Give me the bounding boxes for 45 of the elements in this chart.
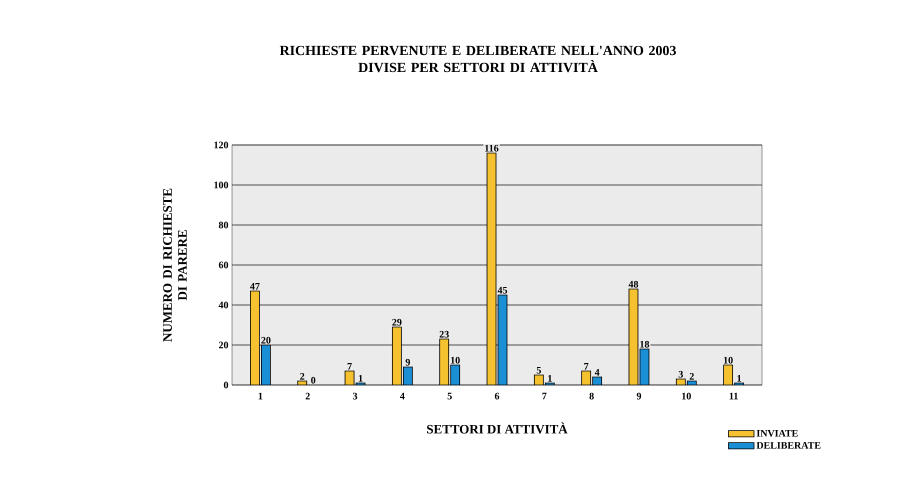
x-tick-label: 2 [306, 392, 310, 400]
x-tick-label: 7 [542, 392, 547, 400]
x-tick-label: 3 [352, 392, 358, 400]
y-tick-label: 20 [218, 342, 228, 348]
y-tick-label: 40 [218, 302, 228, 308]
data-label: 20 [261, 336, 271, 344]
data-label: 2 [300, 372, 304, 380]
y-tick-label: 0 [224, 382, 228, 388]
y-tick-label: 120 [214, 142, 228, 148]
data-label: 4 [594, 369, 600, 376]
x-tick-label: 9 [636, 392, 642, 400]
x-tick-label: 5 [448, 392, 452, 400]
y-tick-label: 80 [218, 222, 228, 228]
data-label: 3 [678, 370, 683, 378]
x-tick-label: 4 [400, 392, 405, 400]
data-label: 10 [724, 356, 733, 364]
y-tick-label: 60 [218, 262, 228, 268]
x-tick-label: 11 [730, 392, 738, 400]
data-label: 2 [690, 372, 694, 380]
data-label: 10 [451, 356, 460, 364]
data-label: 1 [737, 375, 742, 382]
x-tick-label: 8 [589, 392, 594, 400]
data-label: 7 [348, 363, 352, 370]
data-label: 45 [498, 286, 508, 294]
data-label: 116 [485, 144, 498, 152]
x-tick-label: 10 [682, 392, 691, 400]
data-label: 5 [536, 366, 541, 374]
data-label: 7 [584, 363, 588, 370]
data-label: 1 [358, 375, 363, 382]
data-label: 47 [250, 283, 260, 290]
data-label: 1 [548, 375, 552, 382]
legend-label: INVIATE [756, 430, 798, 437]
chart-title: RICHIESTE PERVENUTE E DELIBERATE NELL'ANNO 2003 DIVISE PER SETTORI DI ATTIVITÀ [280, 46, 676, 72]
data-label: 0 [311, 376, 316, 384]
data-label: 18 [640, 340, 650, 348]
data-label: 29 [392, 318, 402, 326]
data-label: 48 [628, 280, 638, 288]
x-tick-label: 6 [494, 392, 500, 400]
x-axis-title: SETTORI DI ATTIVITÀ [427, 422, 568, 434]
x-tick-label: 1 [258, 392, 262, 400]
y-axis-title: NUMERO DI RICHIESTE DI PARERE [163, 188, 187, 342]
data-label: 9 [406, 358, 410, 366]
y-tick-label: 100 [214, 182, 228, 188]
legend-label: DELIBERATE [756, 442, 820, 449]
data-label: 23 [440, 330, 449, 338]
